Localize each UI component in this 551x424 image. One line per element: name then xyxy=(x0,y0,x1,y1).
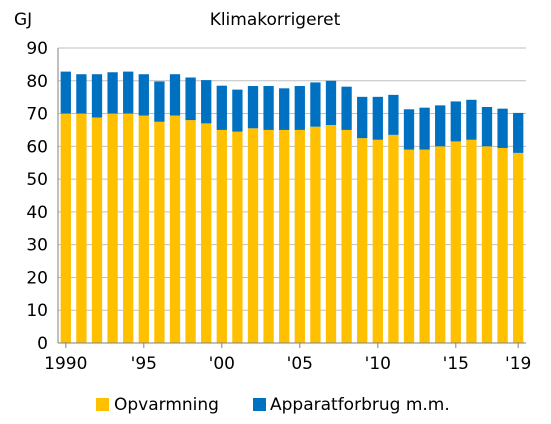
bar-segment-apparatforbrug xyxy=(419,107,430,150)
bar-segment-opvarmning xyxy=(481,146,493,343)
bar-segment-opvarmning xyxy=(216,129,227,343)
bar-segment-opvarmning xyxy=(185,120,196,343)
bar-segment-opvarmning xyxy=(357,138,368,343)
bar-segment-apparatforbrug xyxy=(466,99,477,140)
bar-segment-apparatforbrug xyxy=(357,96,368,139)
bar-segment-apparatforbrug xyxy=(325,80,337,126)
bar-segment-apparatforbrug xyxy=(435,105,446,147)
bar-segment-opvarmning xyxy=(435,146,446,343)
bar-segment-opvarmning xyxy=(60,113,71,343)
bar-segment-opvarmning xyxy=(232,131,243,343)
y-tick-label: 20 xyxy=(26,268,48,288)
bar-segment-apparatforbrug xyxy=(76,74,87,114)
legend-label-apparatforbrug: Apparatforbrug m.m. xyxy=(270,395,450,415)
legend: Opvarmning Apparatforbrug m.m. xyxy=(96,395,450,415)
bar-segment-opvarmning xyxy=(91,117,103,344)
bar-segment-apparatforbrug xyxy=(154,81,165,122)
bar-segment-opvarmning xyxy=(263,129,274,343)
bar-segment-opvarmning xyxy=(201,123,212,343)
bar-segment-apparatforbrug xyxy=(247,86,259,129)
x-tick-label: '05 xyxy=(287,354,313,374)
x-tick-labels: 1990 '95 '00 '05 '10 '15 '19 xyxy=(44,343,531,374)
bar-segment-apparatforbrug xyxy=(450,101,461,142)
bar-segment-opvarmning xyxy=(450,141,461,343)
bar-segment-opvarmning xyxy=(497,147,508,343)
y-tick-label: 10 xyxy=(26,301,48,321)
bar-segment-opvarmning xyxy=(341,129,352,343)
bar-segment-apparatforbrug xyxy=(169,74,181,116)
legend-label-opvarmning: Opvarmning xyxy=(114,395,219,415)
bar-segment-apparatforbrug xyxy=(91,74,103,118)
x-tick-label: '10 xyxy=(365,354,391,374)
gridlines xyxy=(58,47,526,311)
bar-segment-apparatforbrug xyxy=(388,94,399,135)
y-tick-label: 0 xyxy=(37,334,48,354)
bar-segment-opvarmning xyxy=(154,121,165,343)
y-tick-label: 70 xyxy=(26,105,48,125)
bar-segment-opvarmning xyxy=(76,113,87,343)
y-tick-labels: 0 10 20 30 40 50 60 70 80 90 xyxy=(26,39,48,354)
bar-segment-opvarmning xyxy=(388,134,399,343)
y-tick-label: 30 xyxy=(26,236,48,256)
y-tick-label: 40 xyxy=(26,203,48,223)
y-tick-label: 80 xyxy=(26,72,48,92)
bar-segment-opvarmning xyxy=(138,115,149,344)
bar-segment-opvarmning xyxy=(403,149,415,343)
x-tick-label: '95 xyxy=(131,354,157,374)
y-tick-label: 60 xyxy=(26,137,48,157)
bar-segment-apparatforbrug xyxy=(263,86,274,130)
bar-segment-apparatforbrug xyxy=(310,82,321,127)
bar-segment-apparatforbrug xyxy=(497,108,508,148)
bar-segment-apparatforbrug xyxy=(201,80,212,124)
x-tick-label: 1990 xyxy=(44,354,87,374)
x-tick-label: '15 xyxy=(443,354,469,374)
bar-segment-apparatforbrug xyxy=(123,71,134,114)
bar-segment-apparatforbrug xyxy=(138,74,149,116)
bars xyxy=(60,71,524,344)
bar-segment-apparatforbrug xyxy=(60,71,71,114)
bar-segment-apparatforbrug xyxy=(341,86,352,130)
bar-segment-opvarmning xyxy=(107,113,118,343)
bar-segment-opvarmning xyxy=(247,128,259,343)
bar-segment-apparatforbrug xyxy=(372,96,383,140)
bar-segment-apparatforbrug xyxy=(232,89,243,132)
bar-segment-apparatforbrug xyxy=(185,77,196,121)
y-axis-label: GJ xyxy=(14,10,32,30)
bar-segment-opvarmning xyxy=(123,113,134,343)
y-tick-label: 50 xyxy=(26,170,48,190)
bar-segment-opvarmning xyxy=(372,139,383,343)
bar-segment-apparatforbrug xyxy=(279,88,290,130)
bar-segment-apparatforbrug xyxy=(107,72,118,114)
bar-segment-apparatforbrug xyxy=(294,86,305,130)
bar-segment-opvarmning xyxy=(419,149,430,343)
bar-segment-opvarmning xyxy=(513,152,524,343)
bar-segment-opvarmning xyxy=(310,126,321,343)
bar-segment-opvarmning xyxy=(279,129,290,343)
axes xyxy=(57,48,526,344)
bar-segment-apparatforbrug xyxy=(403,109,415,150)
bar-segment-apparatforbrug xyxy=(481,107,493,147)
legend-swatch-apparatforbrug xyxy=(253,398,266,411)
chart-title: Klimakorrigeret xyxy=(210,10,341,30)
bar-segment-apparatforbrug xyxy=(513,112,524,153)
bar-segment-apparatforbrug xyxy=(216,85,227,130)
bar-segment-opvarmning xyxy=(169,115,181,344)
y-tick-label: 90 xyxy=(26,39,48,59)
bar-segment-opvarmning xyxy=(466,139,477,343)
x-tick-label: '19 xyxy=(505,354,531,374)
bar-segment-opvarmning xyxy=(325,125,337,343)
legend-swatch-opvarmning xyxy=(96,398,109,411)
bar-segment-opvarmning xyxy=(294,129,305,343)
x-tick-label: '00 xyxy=(209,354,235,374)
